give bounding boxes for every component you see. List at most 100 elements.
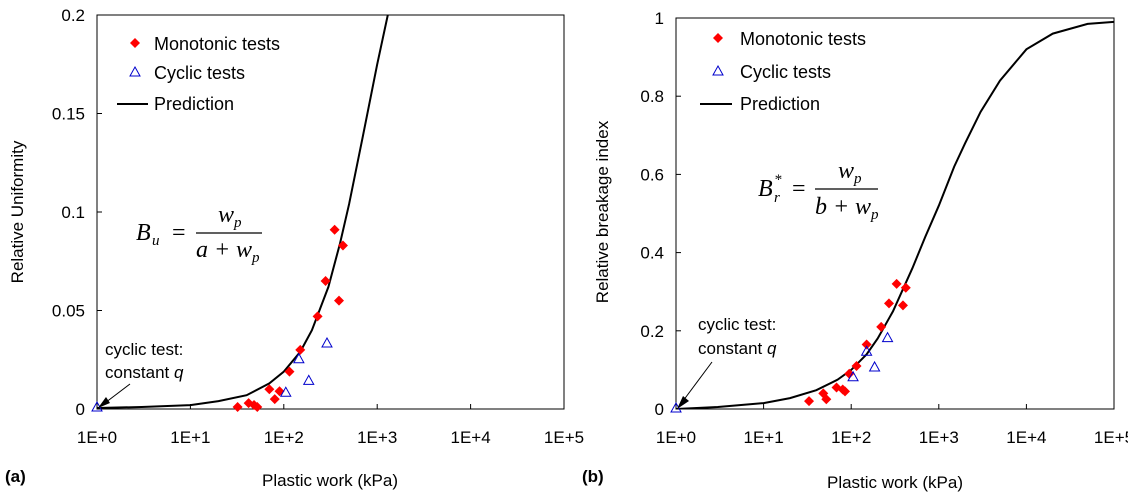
monotonic-point [876,321,887,332]
monotonic-point [861,339,872,350]
x-tick-label: 1E+5 [544,428,584,447]
monotonic-point [284,366,295,377]
legend-marker-monotonic-a [130,38,140,48]
legend-marker-monotonic-b [713,33,723,43]
x-tick-label: 1E+1 [170,428,210,447]
y-tick-label: 0.2 [640,322,664,341]
equation-a: B u = w p a + w p [136,202,262,266]
x-tick-label: 1E+2 [264,428,304,447]
plot-frame-b [675,17,1115,410]
legend-marker-cyclic-b [712,64,724,76]
eq-lhs-a: B [136,220,151,246]
y-tick-label: 1 [655,9,664,28]
annotation-a: cyclic test: constant q [98,340,184,408]
legend-label-cyclic-a: Cyclic tests [154,63,245,83]
y-tick-label: 0.6 [640,165,664,184]
x-tick-label: 1E+4 [1006,428,1046,447]
cyclic-point [860,345,873,356]
eq-num-b: w [838,158,854,184]
legend-label-prediction-a: Prediction [154,94,234,114]
cyclic-point [302,374,315,385]
y-tick-label: 0 [76,400,85,419]
eq-den-var-b: w [855,194,871,220]
annotation-arrow-line-b [679,361,713,406]
x-tick-label: 1E+1 [744,428,784,447]
prediction-line [676,20,1114,409]
annotation-line2-text-a: constant [105,363,174,382]
monotonic-point [337,240,348,251]
data-points-b [670,278,911,413]
eq-lhs-sub-b: r [774,190,780,206]
chart-panel-a: 1E+0 1E+1 1E+2 1E+3 1E+4 1E+500.050.10.150.2 … [5,6,584,490]
annotation-line2-var-b: q [767,339,777,358]
y-axis-label-b: Relative breakage index [593,120,612,303]
x-axis-label-a: Plastic work (kPa) [262,471,398,490]
legend-label-monotonic-a: Monotonic tests [154,34,280,54]
monotonic-point [891,278,902,289]
monotonic-point [840,386,851,397]
eq-num-sub-b: p [853,171,862,187]
legend-label-cyclic-b: Cyclic tests [740,62,831,82]
monotonic-point [269,394,280,405]
x-axis-label-b: Plastic work (kPa) [827,473,963,492]
monotonic-point [900,282,911,293]
panel-label-a: (a) [5,467,26,486]
monotonic-point [320,275,331,286]
x-tick-label: 1E+0 [77,428,117,447]
legend-a: Monotonic tests Cyclic tests Prediction [117,34,280,114]
prediction-curve-b [676,20,1114,409]
monotonic-point [897,300,908,311]
legend-marker-cyclic-a [129,65,141,77]
annotation-arrow-head-b [677,396,689,409]
eq-den-sub-a: p [251,250,260,266]
panel-label-b: (b) [582,467,604,486]
x-tick-label: 1E+5 [1094,428,1128,447]
data-points-a [91,224,348,413]
eq-num-sub-a: p [233,215,242,231]
x-tick-label: 1E+4 [451,428,491,447]
annotation-line2-a: constant q [105,363,184,382]
annotation-line2-text-b: constant [698,339,767,358]
axis-ticks-a: 1E+0 1E+1 1E+2 1E+3 1E+4 1E+5 0 0.05 0.1 0.15 0.2 [52,6,584,447]
eq-den-sub-b: p [870,207,879,223]
cyclic-point [847,370,859,382]
monotonic-point [804,396,815,407]
monotonic-point [851,360,862,371]
eq-equals-a: = [172,220,186,246]
eq-num-a: w [218,202,234,228]
x-tick-label: 1E+0 [656,428,696,447]
cyclic-point [321,336,333,348]
eq-equals-b: = [792,176,806,202]
x-tick-label: 1E+3 [357,428,397,447]
cyclic-point [279,386,292,397]
y-tick-label: 0.05 [52,302,85,321]
x-tick-label: 1E+3 [919,428,959,447]
eq-den-var-a: w [236,237,252,263]
cyclic-point [868,360,881,372]
annotation-line2-var-a: q [174,363,184,382]
annotation-arrow-head-a [98,397,110,408]
cyclic-point [881,331,894,343]
annotation-line2-b: constant q [698,339,777,358]
y-tick-label: 0.8 [640,87,664,106]
annotation-line1-a: cyclic test: [105,340,183,359]
monotonic-point [821,394,832,405]
monotonic-point [295,344,306,355]
annotation-b: cyclic test: constant q [677,315,777,409]
equation-b: B * r = w p b + w p [758,158,879,223]
y-axis-label-a: Relative Uniformity [8,140,27,283]
cyclic-point [293,352,305,364]
eq-lhs-b: B [758,176,773,202]
x-tick-label: 1E+2 [831,428,871,447]
legend-b: Monotonic tests Cyclic tests Prediction [700,29,866,114]
eq-lhs-sub-a: u [152,233,160,249]
monotonic-point [264,384,275,395]
eq-den-pre-b: b + [815,194,855,220]
y-tick-label: 0.2 [61,6,85,25]
y-tick-label: 0 [655,400,664,419]
monotonic-point [329,224,340,235]
monotonic-point [312,311,323,322]
monotonic-point [334,295,345,306]
legend-label-prediction-b: Prediction [740,94,820,114]
